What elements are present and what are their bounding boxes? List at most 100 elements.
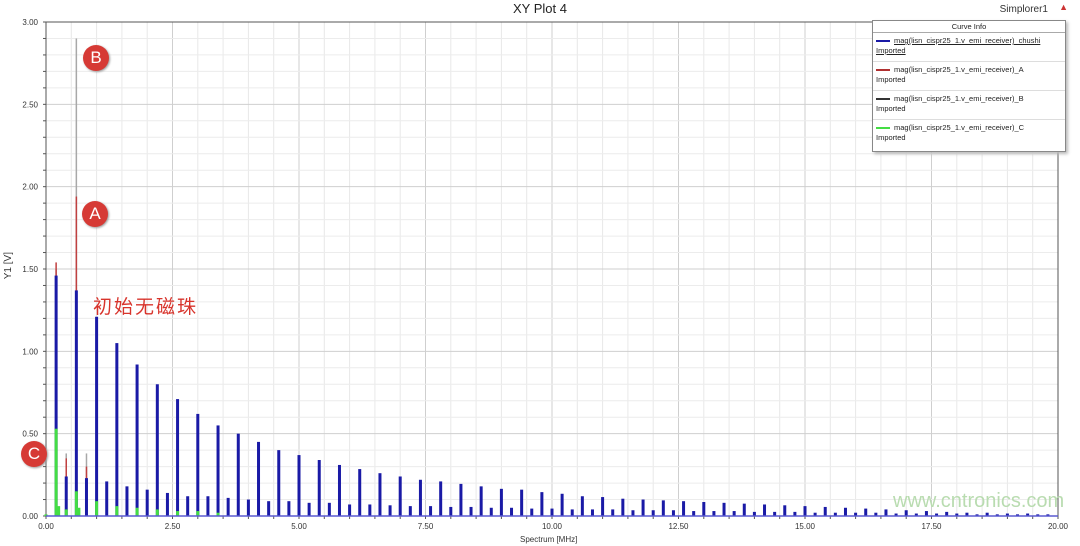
bar-series-2: [64, 476, 68, 516]
bar-series-2: [924, 511, 928, 516]
bar-series-3: [57, 506, 61, 516]
bar-series-2: [145, 489, 149, 516]
bar-series-2: [186, 496, 190, 516]
bar-series-2: [651, 510, 655, 516]
bar-series-3: [155, 509, 159, 516]
bar-series-2: [155, 384, 159, 516]
bar-series-2: [975, 514, 979, 516]
bar-series-2: [297, 455, 301, 516]
bar-series-2: [226, 497, 230, 516]
bar-series-2: [722, 502, 726, 516]
bar-series-2: [904, 510, 908, 516]
annotation-c: C: [21, 441, 47, 467]
bar-series-2: [287, 501, 291, 516]
bar-series-2: [783, 505, 787, 516]
bar-series-2: [985, 512, 989, 516]
watermark: www.cntronics.com: [893, 490, 1065, 512]
bar-series-2: [327, 502, 331, 516]
bar-series-2: [277, 450, 281, 516]
bar-series-2: [317, 460, 321, 516]
bar-series-2: [803, 506, 807, 516]
bar-series-2: [176, 399, 180, 516]
bar-series-3: [74, 491, 78, 516]
bar-series-3: [54, 428, 58, 516]
bar-series-2: [54, 275, 58, 516]
bar-series-2: [236, 433, 240, 516]
x-tick-label: 12.50: [668, 522, 689, 531]
bar-series-2: [74, 290, 78, 516]
annotation-note: 初始无磁珠: [93, 296, 199, 318]
bar-series-2: [631, 510, 635, 516]
legend-item[interactable]: mag(lisn_cispr25_1.v_emi_receiver)_chush…: [873, 33, 1065, 62]
bar-series-2: [560, 493, 564, 516]
x-tick-label: 10.00: [542, 522, 563, 531]
bar-series-2: [671, 510, 675, 516]
bar-series-2: [965, 512, 969, 516]
bar-series-2: [439, 481, 443, 516]
bar-series-3: [135, 507, 139, 516]
bar-series-2: [1046, 514, 1050, 516]
legend-title: Curve Info: [873, 21, 1065, 33]
bar-series-2: [692, 511, 696, 516]
bar-series-2: [580, 496, 584, 516]
bar-series-2: [125, 486, 129, 516]
bar-series-2: [611, 509, 615, 516]
y-tick-label: 2.50: [22, 100, 38, 109]
annotation-b: B: [83, 45, 109, 71]
annotation-a: A: [82, 201, 108, 227]
bar-series-2: [712, 511, 716, 516]
bar-series-2: [682, 501, 686, 516]
bar-series-3: [77, 507, 81, 516]
x-tick-label: 20.00: [1048, 522, 1069, 531]
bar-series-2: [388, 505, 392, 516]
bar-series-2: [206, 496, 210, 516]
bar-series-2: [368, 504, 372, 516]
bar-series-2: [267, 501, 271, 516]
bar-series-3: [176, 511, 180, 516]
bar-series-2: [378, 473, 382, 516]
bar-series-2: [520, 489, 524, 516]
bar-series-3: [64, 509, 68, 516]
bar-series-2: [945, 511, 949, 516]
bar-series-2: [165, 492, 169, 516]
bar-series-2: [135, 364, 139, 516]
bar-series-2: [732, 511, 736, 516]
bar-series-2: [246, 499, 250, 516]
bar-series-2: [570, 509, 574, 516]
bar-series-2: [418, 479, 422, 516]
bar-series-2: [763, 504, 767, 516]
bar-series-2: [864, 508, 868, 516]
bar-series-2: [1026, 513, 1030, 516]
x-tick-label: 2.50: [165, 522, 181, 531]
bar-series-2: [510, 507, 514, 516]
bar-series-2: [95, 316, 99, 516]
bar-series-2: [843, 507, 847, 516]
bar-series-2: [702, 502, 706, 516]
bar-series-2: [823, 506, 827, 516]
bar-series-2: [337, 464, 341, 516]
bar-series-2: [550, 508, 554, 516]
legend-item[interactable]: mag(lisn_cispr25_1.v_emi_receiver)_A Imp…: [873, 62, 1065, 91]
y-tick-label: 3.00: [22, 18, 38, 27]
bar-series-2: [955, 513, 959, 516]
legend-swatch: [876, 69, 890, 72]
bar-series-2: [813, 512, 817, 516]
bar-series-2: [257, 441, 261, 516]
bar-series-2: [449, 506, 453, 516]
legend-curve-info[interactable]: Curve Info mag(lisn_cispr25_1.v_emi_rece…: [872, 20, 1066, 152]
y-axis-label: Y1 [V]: [3, 252, 14, 280]
legend-item[interactable]: mag(lisn_cispr25_1.v_emi_receiver)_C Imp…: [876, 123, 1025, 142]
bar-series-2: [196, 413, 200, 516]
bar-series-2: [530, 508, 534, 516]
bar-series-2: [742, 503, 746, 516]
legend-item[interactable]: mag(lisn_cispr25_1.v_emi_receiver)_B Imp…: [873, 91, 1065, 120]
bar-series-2: [793, 511, 797, 516]
bar-series-2: [499, 488, 503, 516]
app-label: Simplorer1: [999, 4, 1048, 15]
collapse-triangle-icon[interactable]: ▲: [1059, 2, 1068, 12]
bar-series-2: [429, 506, 433, 516]
bar-series-2: [469, 506, 473, 516]
bar-series-2: [601, 497, 605, 516]
x-tick-label: 7.50: [418, 522, 434, 531]
